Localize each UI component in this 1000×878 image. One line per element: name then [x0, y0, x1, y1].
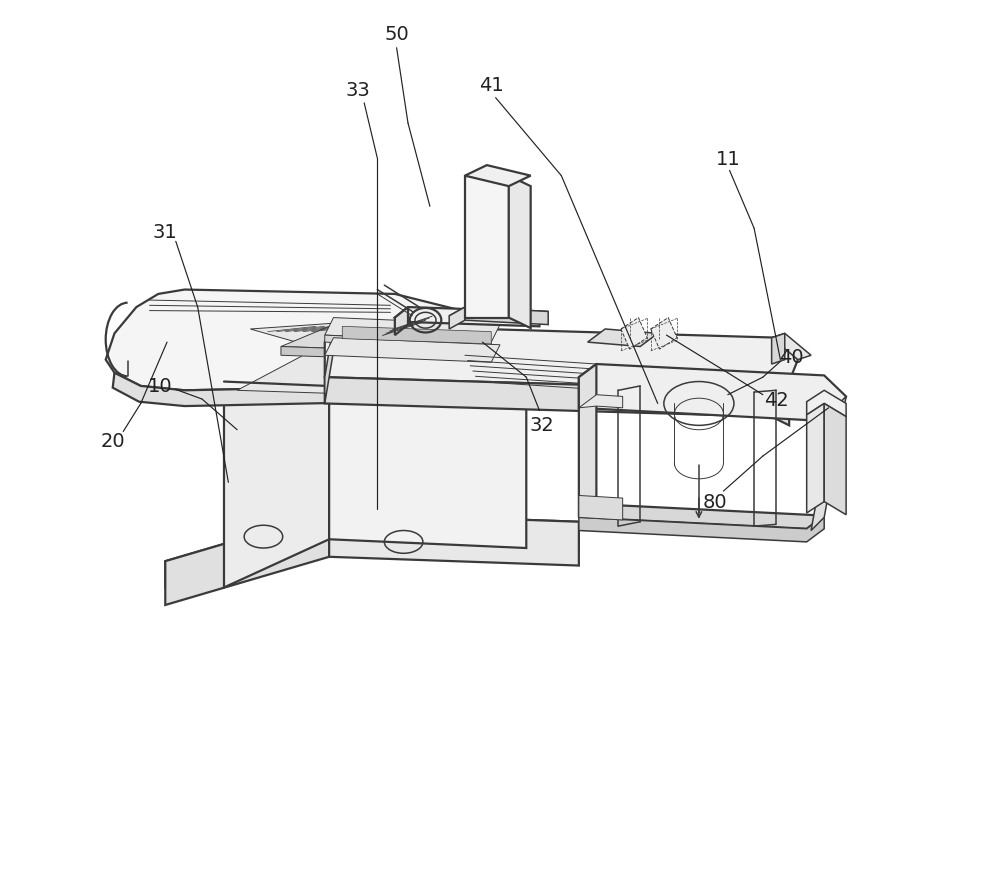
Polygon shape — [588, 329, 658, 347]
Polygon shape — [449, 307, 465, 329]
Polygon shape — [579, 395, 623, 408]
Polygon shape — [811, 397, 846, 531]
Text: 32: 32 — [530, 415, 554, 435]
Polygon shape — [165, 514, 579, 587]
Polygon shape — [465, 307, 548, 325]
Polygon shape — [281, 325, 456, 351]
Polygon shape — [824, 404, 846, 515]
Polygon shape — [325, 335, 491, 349]
Text: 31: 31 — [153, 223, 178, 242]
Polygon shape — [325, 318, 500, 342]
Polygon shape — [224, 334, 526, 391]
Polygon shape — [395, 307, 539, 327]
Polygon shape — [579, 505, 824, 529]
Polygon shape — [509, 176, 531, 328]
Polygon shape — [325, 338, 500, 363]
Polygon shape — [325, 325, 798, 391]
Polygon shape — [237, 344, 518, 397]
Polygon shape — [106, 291, 500, 391]
Text: 20: 20 — [100, 431, 125, 450]
Text: 41: 41 — [479, 76, 504, 95]
Text: 11: 11 — [715, 149, 740, 169]
Polygon shape — [772, 334, 785, 364]
Text: 10: 10 — [148, 377, 172, 396]
Polygon shape — [807, 404, 824, 514]
Text: 33: 33 — [346, 81, 370, 100]
Polygon shape — [342, 327, 491, 344]
Text: 40: 40 — [779, 347, 803, 366]
Polygon shape — [329, 334, 526, 549]
Polygon shape — [465, 166, 531, 187]
Polygon shape — [449, 307, 548, 320]
Polygon shape — [250, 320, 430, 345]
Polygon shape — [807, 391, 846, 417]
Text: 42: 42 — [764, 391, 788, 410]
Polygon shape — [329, 514, 579, 566]
Polygon shape — [281, 347, 408, 360]
Polygon shape — [579, 364, 846, 421]
Polygon shape — [579, 516, 824, 543]
Polygon shape — [579, 496, 623, 521]
Polygon shape — [651, 318, 677, 349]
Polygon shape — [772, 334, 811, 360]
Text: 80: 80 — [702, 493, 727, 512]
Polygon shape — [465, 176, 509, 318]
Polygon shape — [395, 307, 408, 335]
Polygon shape — [621, 318, 647, 349]
Polygon shape — [165, 514, 329, 605]
Polygon shape — [224, 334, 329, 587]
Text: 50: 50 — [384, 25, 409, 44]
Polygon shape — [325, 378, 789, 426]
Polygon shape — [113, 353, 496, 407]
Polygon shape — [579, 364, 596, 518]
Polygon shape — [325, 325, 334, 404]
